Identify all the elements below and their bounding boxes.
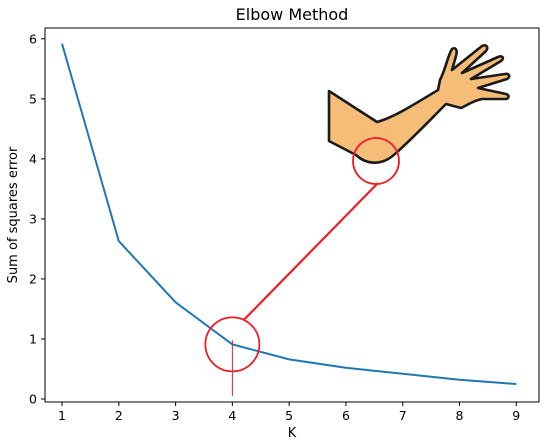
x-tick-label-2: 2 [115, 408, 123, 423]
x-tick-label-4: 4 [228, 408, 236, 423]
y-tick-label-2: 2 [29, 271, 37, 286]
axis-ticks: 1 2 3 4 5 6 7 8 9 0 1 2 3 4 5 6 [29, 31, 520, 423]
arm-shape [327, 44, 511, 164]
x-tick-label-9: 9 [512, 408, 520, 423]
y-tick-label-1: 1 [29, 331, 37, 346]
chart-title: Elbow Method [236, 5, 349, 24]
series-line [61, 43, 517, 385]
y-tick-label-3: 3 [29, 211, 37, 226]
y-tick-label-6: 6 [29, 31, 37, 46]
elbow-annotation [204, 44, 511, 396]
y-tick-label-4: 4 [29, 151, 37, 166]
x-tick-label-3: 3 [172, 408, 180, 423]
elbow-highlight-circle [204, 316, 261, 373]
x-axis-label: K [288, 426, 297, 441]
x-tick-label-5: 5 [285, 408, 293, 423]
elbow-connector-line [242, 182, 379, 322]
y-tick-label-5: 5 [29, 91, 37, 106]
x-tick-label-7: 7 [399, 408, 407, 423]
x-tick-label-1: 1 [58, 408, 66, 423]
x-tick-label-6: 6 [342, 408, 350, 423]
y-tick-label-0: 0 [29, 391, 37, 406]
arm-elbow-icon [327, 44, 511, 164]
arm-elbow-circle [352, 137, 400, 185]
y-axis-label: Sum of squares error [6, 146, 21, 283]
x-tick-label-8: 8 [456, 408, 464, 423]
plot-frame [44, 27, 540, 403]
